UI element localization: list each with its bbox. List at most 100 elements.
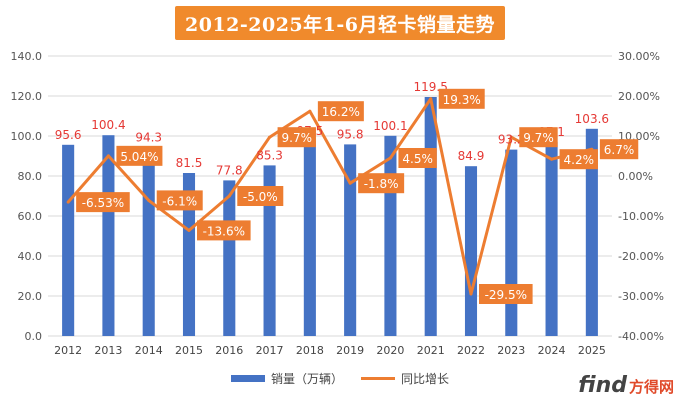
pct-label: -5.0% <box>243 190 278 204</box>
bar <box>384 135 397 336</box>
bar <box>182 173 196 336</box>
pct-label: -13.6% <box>203 224 245 238</box>
chart-title: 2012-2025年1-6月轻卡销量走势 <box>185 13 495 36</box>
line-point <box>429 97 433 101</box>
bar-value-label: 95.6 <box>55 128 82 142</box>
pct-label-box <box>438 88 485 109</box>
legend-bar-swatch <box>230 374 265 382</box>
line-point <box>469 292 473 296</box>
x-tick-label: 2020 <box>376 344 404 357</box>
x-tick-label: 2015 <box>175 344 203 357</box>
y-left-tick-label: 100.0 <box>11 130 43 143</box>
pct-label: 5.04% <box>120 150 158 164</box>
pct-label-box <box>559 149 598 170</box>
pct-label: -29.5% <box>485 288 527 302</box>
y-right-tick-label: -10.00% <box>618 210 664 223</box>
x-tick-label: 2022 <box>457 344 485 357</box>
bar <box>344 144 357 336</box>
bar <box>424 97 437 336</box>
legend-item-growth: 同比增长 <box>361 370 449 387</box>
pct-label-box <box>358 173 405 194</box>
line-point <box>348 181 352 185</box>
pct-label: 4.5% <box>402 152 433 166</box>
bar <box>464 166 478 336</box>
pct-label-box <box>277 127 316 148</box>
x-tick-label: 2014 <box>135 344 163 357</box>
bar-value-label: 85.3 <box>256 148 283 162</box>
bar-value-label: 94.3 <box>135 130 162 144</box>
pct-label: -1.8% <box>364 177 399 191</box>
bar <box>102 135 115 336</box>
y-left-tick-label: 0.0 <box>25 330 43 343</box>
bar-value-label: 81.5 <box>176 156 203 170</box>
legend-item-sales: 销量（万辆） <box>230 370 343 387</box>
pct-label: 16.2% <box>322 105 360 119</box>
line-point <box>268 135 272 139</box>
pct-label: -6.1% <box>162 194 197 208</box>
y-left-tick-label: 40.0 <box>18 250 43 263</box>
x-tick-label: 2017 <box>256 344 284 357</box>
x-tick-label: 2021 <box>417 344 445 357</box>
x-tick-label: 2016 <box>215 344 243 357</box>
bar <box>142 147 155 336</box>
bar-value-label: 103.6 <box>575 112 609 126</box>
x-tick-label: 2018 <box>296 344 324 357</box>
y-right-tick-label: -30.00% <box>618 290 664 303</box>
watermark-cn: 方得网 <box>628 378 674 396</box>
line-point <box>66 200 70 204</box>
bar <box>263 165 276 336</box>
bar <box>62 144 75 336</box>
pct-label-box <box>519 127 558 148</box>
x-tick-label: 2024 <box>538 344 566 357</box>
y-right-tick-label: 20.00% <box>618 90 660 103</box>
legend-line-swatch <box>361 376 395 380</box>
y-right-tick-label: -20.00% <box>618 250 664 263</box>
x-tick-label: 2013 <box>94 344 122 357</box>
y-left-tick-label: 80.0 <box>18 170 43 183</box>
legend-label-sales: 销量（万辆） <box>270 371 343 386</box>
bar-value-label: 93.2 <box>498 133 525 147</box>
growth-line <box>67 97 593 296</box>
y-right-tick-label: 30.00% <box>618 50 660 63</box>
y-left-tick-label: 140.0 <box>11 50 43 63</box>
bar-value-label: 100.1 <box>373 119 407 133</box>
line-point <box>106 154 110 158</box>
chart-title-box: 2012-2025年1-6月轻卡销量走势 <box>175 6 505 40</box>
pct-label-box <box>116 145 163 166</box>
pct-label-box <box>599 139 639 160</box>
line-point <box>550 157 554 161</box>
pct-label-box <box>237 186 284 206</box>
bar <box>505 149 518 336</box>
line-point <box>147 198 151 202</box>
bar <box>585 128 598 336</box>
pct-label: 6.7% <box>604 143 635 157</box>
pct-label: 4.2% <box>564 153 595 167</box>
y-right-tick-label: -40.00% <box>618 330 664 343</box>
watermark-logo: find 方得网 <box>578 373 674 398</box>
pct-label: -6.53% <box>82 196 124 210</box>
line-point <box>388 156 392 160</box>
bar <box>303 141 316 336</box>
pct-label: 9.7% <box>523 131 554 145</box>
pct-label-box <box>76 192 130 213</box>
pct-label-box <box>479 284 533 304</box>
x-tick-label: 2023 <box>497 344 525 357</box>
x-tick-label: 2012 <box>54 344 82 357</box>
bar-value-label: 100.4 <box>91 118 125 132</box>
x-tick-label: 2025 <box>578 344 606 357</box>
y-left-tick-label: 60.0 <box>18 210 43 223</box>
bar <box>223 180 236 336</box>
pct-label-box <box>398 148 437 168</box>
bar <box>545 141 558 336</box>
pct-label: 19.3% <box>443 93 481 107</box>
pct-label-box <box>317 101 364 122</box>
line-point <box>187 228 191 232</box>
y-left-tick-label: 20.0 <box>18 290 43 303</box>
bar-value-label: 95.8 <box>337 127 364 141</box>
line-point <box>509 135 513 139</box>
bar-value-label: 77.8 <box>216 163 243 177</box>
line-point <box>308 109 312 113</box>
y-right-tick-label: 0.00% <box>618 170 653 183</box>
pct-label-box <box>156 190 203 211</box>
